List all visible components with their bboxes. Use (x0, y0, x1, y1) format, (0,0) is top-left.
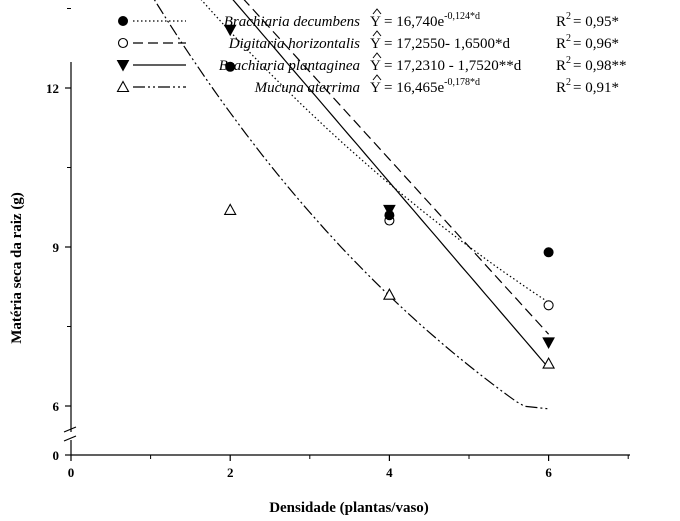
data-point (543, 247, 554, 258)
hat-icon (372, 52, 382, 59)
data-point (225, 61, 236, 72)
legend-row: Brachiaria decumbens Y = 16,740e-0,124*d R… (118, 8, 619, 30)
fit-line (232, 0, 550, 369)
data-point (382, 288, 396, 300)
hat-icon (372, 74, 382, 81)
fit-line (200, 0, 549, 303)
fit-line (243, 0, 550, 335)
legend-r2: R2 = 0,96* (556, 33, 619, 52)
fit-line (153, 0, 549, 410)
legend-series-name: Brachiaria plantaginea (219, 58, 360, 74)
legend-marker (116, 80, 130, 93)
legend-marker (118, 16, 128, 26)
legend-row: Mucuna aterrima Y = 16,465e-0,178*d R2 = 0,… (116, 74, 619, 96)
legend-equation: Y = 17,2550- 1,6500*d (370, 36, 510, 52)
legend-equation: Y = 16,740e-0,124*d (370, 11, 480, 30)
data-point (542, 337, 555, 349)
y-axis-title: Matéria seca da raiz (g) (9, 192, 25, 344)
data-point (223, 24, 237, 37)
axis-break-mark (63, 435, 77, 442)
x-tick-label: 6 (545, 465, 552, 480)
legend-series-name: Digitaria horizontalis (228, 36, 360, 52)
x-tick-label: 0 (68, 465, 75, 480)
data-point (223, 203, 237, 215)
hat-icon (372, 8, 382, 15)
axes (63, 62, 630, 456)
legend: Brachiaria decumbens Y = 16,740e-0,124*d R… (116, 8, 626, 96)
legend-r2: R2 = 0,98** (556, 55, 626, 74)
data-point (384, 210, 395, 221)
legend-marker (116, 60, 130, 72)
y-tick-label: 12 (46, 81, 59, 96)
legend-r2: R2 = 0,95* (556, 11, 619, 30)
x-axis-title: Densidade (plantas/vaso) (269, 500, 429, 516)
axis-break-mark (63, 426, 77, 433)
hat-icon (372, 30, 382, 37)
legend-equation: Y = 17,2310 - 1,7520**d (370, 58, 522, 74)
y-ticks: 069121518 (46, 8, 71, 463)
x-ticks: 0 2 4 6 (68, 455, 629, 480)
legend-series-name: Mucuna aterrima (254, 80, 360, 96)
y-tick-label: 6 (53, 399, 60, 414)
x-tick-label: 2 (227, 465, 234, 480)
legend-marker (117, 37, 129, 49)
data-point (542, 356, 556, 369)
y-tick-label: 9 (53, 240, 60, 255)
fit-curves (153, 0, 550, 410)
legend-row: Digitaria horizontalis Y = 17,2550- 1,650… (117, 30, 619, 52)
legend-r2: R2 = 0,91* (556, 77, 619, 96)
legend-series-name: Brachiaria decumbens (224, 14, 360, 30)
data-point (543, 300, 554, 311)
x-tick-label: 4 (386, 465, 393, 480)
y-tick-label: 0 (53, 448, 60, 463)
legend-equation: Y = 16,465e-0,178*d (370, 77, 480, 96)
legend-row: Brachiaria plantaginea Y = 17,2310 - 1,75… (116, 52, 626, 74)
data-points (223, 24, 556, 369)
